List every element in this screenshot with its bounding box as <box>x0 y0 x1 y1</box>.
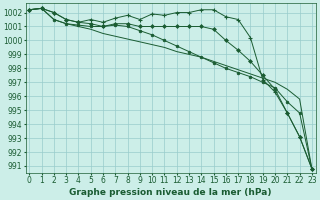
X-axis label: Graphe pression niveau de la mer (hPa): Graphe pression niveau de la mer (hPa) <box>69 188 272 197</box>
